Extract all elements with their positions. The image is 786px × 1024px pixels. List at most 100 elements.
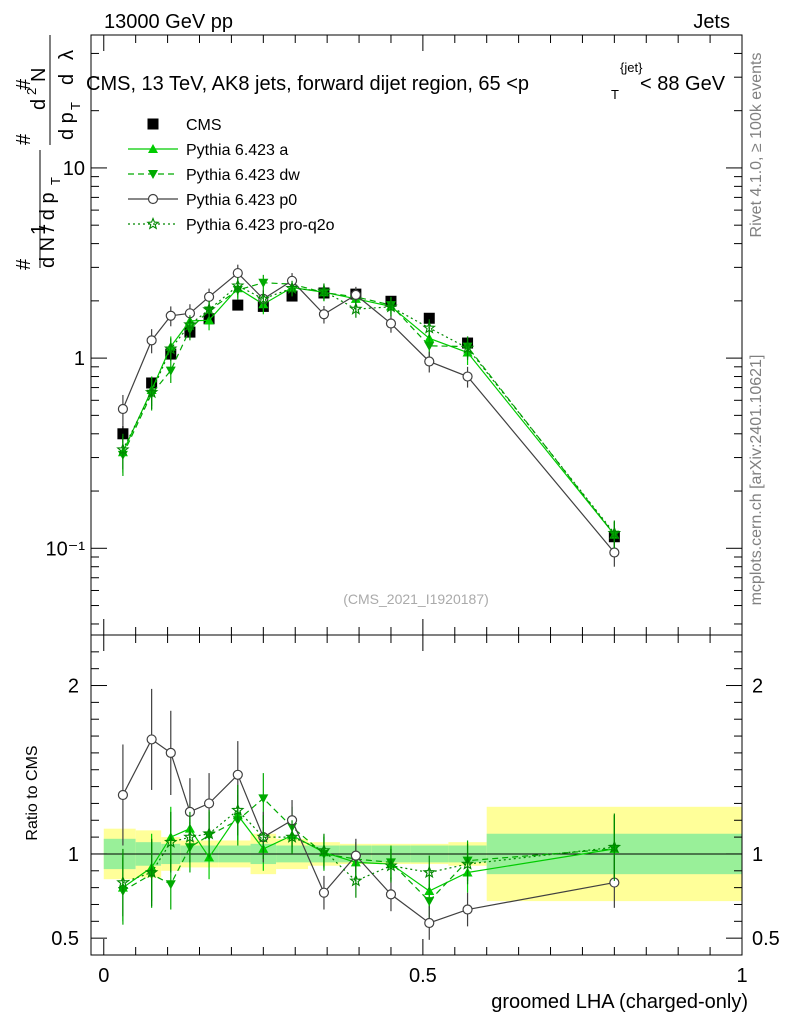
y-tick-label-ratio-right: 0.5 <box>752 928 780 950</box>
ratio-uncertainty-bands <box>91 806 742 902</box>
legend-item-3: Pythia 6.423 p0 <box>128 192 297 209</box>
analysis-watermark: (CMS_2021_I1920187) <box>343 591 489 607</box>
side-rivet-label: Rivet 4.1.0, ≥ 100k events <box>748 53 765 238</box>
data-point <box>117 789 129 801</box>
data-point <box>116 875 130 889</box>
data-point <box>350 289 361 300</box>
data-point <box>117 403 129 415</box>
data-point <box>462 371 473 382</box>
data-point <box>146 216 160 230</box>
data-point <box>317 283 331 297</box>
y-tick-label-main: 10⁻¹ <box>46 538 86 560</box>
data-point <box>424 356 435 367</box>
data-point <box>146 335 157 346</box>
data-point <box>258 278 269 288</box>
data-point <box>202 826 216 840</box>
data-point <box>460 340 475 354</box>
data-point <box>317 843 331 857</box>
x-tick-label: 1 <box>736 965 747 987</box>
header-process: 13000 GeV pp <box>104 11 233 33</box>
series-line <box>122 814 615 892</box>
side-mcplots-label: mcplots.cern.ch [arXiv:2401.10621] <box>748 355 765 606</box>
data-point <box>422 320 436 334</box>
main-title-sup: {jet} <box>620 60 643 75</box>
x-tick-label: 0.5 <box>409 965 437 987</box>
svg-text:#: # <box>13 258 35 270</box>
data-point <box>165 880 176 890</box>
plot-frames <box>90 34 743 956</box>
svg-text:d: d <box>56 74 78 85</box>
y-axis-label-main: # 1 d N / d p T # # d 2 N d p T d λ <box>13 35 83 270</box>
data-point <box>144 385 159 399</box>
data-point <box>165 747 176 758</box>
data-point <box>116 442 130 456</box>
svg-text:d: d <box>28 99 50 110</box>
legend-label: Pythia 6.423 p0 <box>186 192 297 209</box>
legend-label: Pythia 6.423 dw <box>186 167 300 184</box>
series-line <box>122 282 615 535</box>
data-point <box>203 798 215 809</box>
data-point <box>423 312 435 324</box>
svg-text:d p: d p <box>56 112 78 140</box>
y-tick-label-main: 10 <box>63 158 85 180</box>
data-point <box>424 917 435 929</box>
data-point <box>148 170 158 179</box>
data-point <box>232 299 244 311</box>
data-point <box>460 857 475 870</box>
legend-item-4: Pythia 6.423 pro-q2o <box>128 216 335 234</box>
data-point <box>203 291 215 302</box>
data-point <box>607 840 622 854</box>
legend-label: Pythia 6.423 pro-q2o <box>186 217 335 234</box>
data-point <box>258 794 269 804</box>
svg-text:#: # <box>13 133 35 145</box>
y-tick-label-ratio-left: 1 <box>68 844 79 866</box>
data-point <box>285 281 299 294</box>
legend-item-0: CMS <box>147 117 222 134</box>
legend: CMS Pythia 6.423 a Pythia 6.423 dw Pythia 6… <box>128 117 335 234</box>
series-line <box>122 286 615 535</box>
legend-item-2: Pythia 6.423 dw <box>128 167 300 184</box>
svg-text:#: # <box>13 78 35 90</box>
svg-text:N: N <box>28 68 50 82</box>
data-point <box>231 278 245 292</box>
header-category: Jets <box>693 11 730 33</box>
data-point <box>318 887 330 898</box>
data-point <box>163 341 178 355</box>
data-point <box>285 830 299 843</box>
y-tick-label-ratio-right: 1 <box>752 844 763 866</box>
legend-label: CMS <box>186 117 222 134</box>
data-point <box>350 850 361 861</box>
data-point <box>462 904 473 915</box>
data-point <box>163 835 178 848</box>
data-point <box>146 734 157 745</box>
series-line <box>122 738 615 924</box>
data-point <box>256 291 271 305</box>
data-point <box>385 318 397 329</box>
main-series-layer <box>116 264 622 567</box>
data-point <box>349 302 363 315</box>
main-title-tail: < 88 GeV <box>640 73 726 95</box>
ratio-plot-frame <box>90 634 743 956</box>
series-ratio-3 <box>116 784 622 917</box>
svg-text:2: 2 <box>24 88 39 95</box>
y-tick-label-ratio-right: 2 <box>752 676 763 698</box>
data-point <box>422 865 436 879</box>
series-line <box>122 797 615 902</box>
main-title-text: CMS, 13 TeV, AK8 jets, forward dijet reg… <box>86 73 529 95</box>
data-point <box>385 889 397 900</box>
svg-text:T: T <box>48 177 63 185</box>
data-point <box>231 803 245 816</box>
series-main-4 <box>116 277 622 549</box>
y-tick-label-ratio-left: 2 <box>68 676 79 698</box>
y-tick-label-ratio-left: 0.5 <box>51 928 79 950</box>
series-main-3 <box>117 264 620 567</box>
svg-text:d N / d p: d N / d p <box>37 192 59 268</box>
data-point <box>349 873 363 887</box>
data-point <box>144 865 159 879</box>
data-point <box>232 267 243 279</box>
data-point <box>165 366 176 376</box>
data-point <box>607 526 622 540</box>
data-point <box>183 317 197 331</box>
data-point <box>256 830 271 843</box>
